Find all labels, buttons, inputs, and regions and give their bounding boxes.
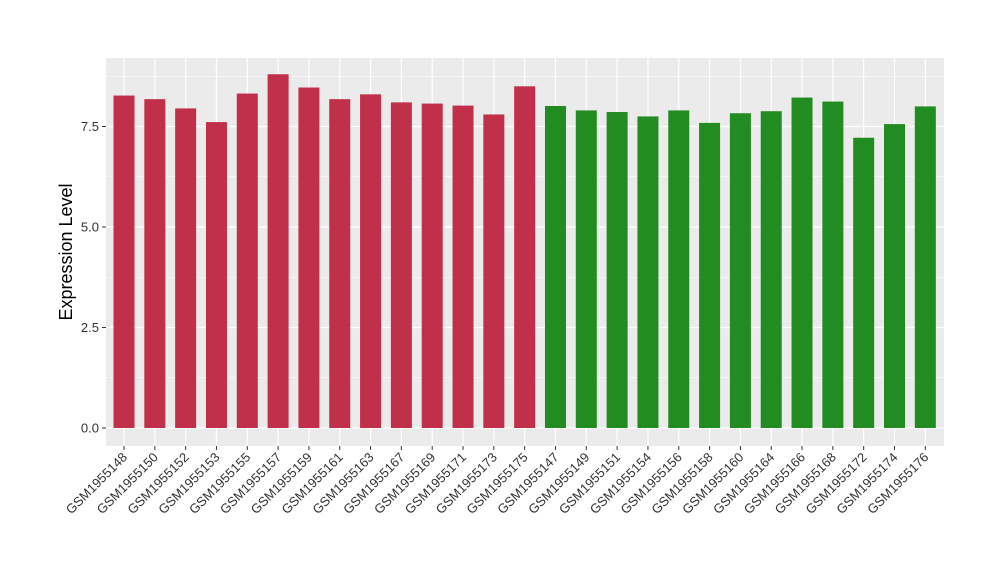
bar-GSM1955159 <box>298 87 320 429</box>
bar-GSM1955152 <box>175 108 197 428</box>
y-tick-label: 0.0 <box>81 421 99 436</box>
y-tick-label: 7.5 <box>81 119 99 134</box>
bar-GSM1955149 <box>575 110 597 429</box>
bar-GSM1955176 <box>914 106 936 429</box>
bar-GSM1955167 <box>390 102 412 428</box>
y-tick-label: 2.5 <box>81 320 99 335</box>
x-axis: GSM1955148GSM1955150GSM1955152GSM1955153… <box>63 446 931 517</box>
y-axis-title: Expression Level <box>56 183 76 320</box>
bar-GSM1955157 <box>267 74 289 429</box>
bars <box>113 74 936 429</box>
bar-GSM1955158 <box>699 122 721 428</box>
bar-GSM1955166 <box>791 97 813 428</box>
bar-GSM1955164 <box>760 111 782 428</box>
y-axis: 0.0 2.5 5.0 7.5 <box>81 119 106 436</box>
bar-GSM1955169 <box>421 103 443 428</box>
bar-GSM1955168 <box>822 101 844 429</box>
bar-GSM1955148 <box>113 95 135 429</box>
bar-GSM1955171 <box>452 105 474 428</box>
bar-GSM1955172 <box>853 137 875 429</box>
bar-GSM1955151 <box>606 112 628 428</box>
bar-GSM1955160 <box>729 113 751 428</box>
bar-GSM1955150 <box>144 99 166 428</box>
y-tick-label: 5.0 <box>81 220 99 235</box>
bar-GSM1955161 <box>329 99 351 428</box>
bar-GSM1955173 <box>483 114 505 428</box>
bar-GSM1955163 <box>360 94 382 428</box>
bar-GSM1955147 <box>544 105 566 429</box>
bar-GSM1955154 <box>637 116 659 428</box>
bar-GSM1955175 <box>514 86 536 429</box>
bar-GSM1955174 <box>884 124 905 428</box>
bar-GSM1955153 <box>205 122 227 428</box>
bar-GSM1955156 <box>668 110 690 429</box>
bar-GSM1955155 <box>236 93 258 428</box>
